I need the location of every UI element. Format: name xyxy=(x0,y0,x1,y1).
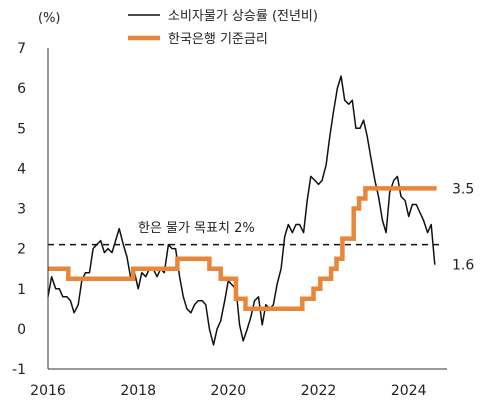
y-tick-label: 1 xyxy=(17,282,26,298)
x-tick-label: 2016 xyxy=(30,383,66,399)
y-tick-label: -1 xyxy=(12,362,26,378)
legend-label-cpi: 소비자물가 상승률 (전년비) xyxy=(168,9,318,24)
x-tick-label: 2024 xyxy=(391,383,427,399)
base-rate-series-line xyxy=(48,186,437,312)
legend: 소비자물가 상승률 (전년비) 한국은행 기준금리 xyxy=(128,9,318,47)
axes xyxy=(47,48,447,370)
y-tick-label: 3 xyxy=(17,202,26,218)
end-label-base-rate: 3.5 xyxy=(452,181,474,197)
y-axis-tick-labels: -1 0 1 2 3 4 5 6 7 xyxy=(12,41,26,378)
y-tick-label: 0 xyxy=(17,322,26,338)
y-tick-label: 2 xyxy=(17,242,26,258)
y-tick-label: 4 xyxy=(17,161,26,177)
end-label-cpi: 1.6 xyxy=(452,258,474,274)
x-tick-label: 2022 xyxy=(301,383,337,399)
y-tick-label: 6 xyxy=(17,81,26,97)
inflation-target-label: 한은 물가 목표치 2% xyxy=(138,221,255,236)
legend-label-base-rate: 한국은행 기준금리 xyxy=(168,31,268,47)
x-axis-tick-labels: 2016 2018 2020 2022 2024 xyxy=(30,383,426,399)
x-tick-label: 2020 xyxy=(211,383,247,399)
y-tick-label: 5 xyxy=(17,121,26,137)
x-tick-label: 2018 xyxy=(120,383,156,399)
y-axis-unit-label: (%) xyxy=(38,11,61,26)
cpi-series-line xyxy=(47,75,436,346)
y-tick-label: 7 xyxy=(17,41,26,57)
